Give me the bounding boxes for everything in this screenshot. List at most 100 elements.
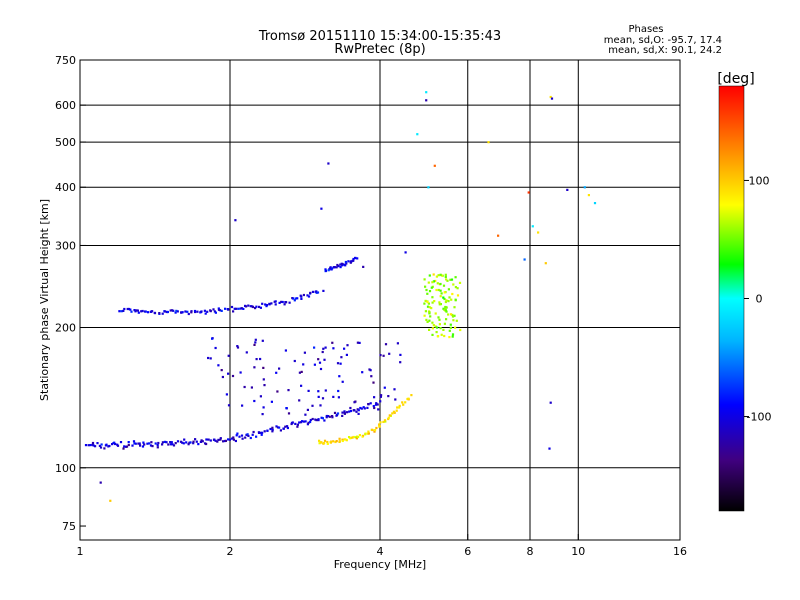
- echo-point: [343, 410, 346, 413]
- echo-point: [379, 421, 382, 424]
- y-tick-label: 500: [55, 136, 76, 149]
- echo-point: [278, 367, 281, 370]
- echo-point: [153, 312, 157, 315]
- echo-point: [353, 401, 356, 404]
- echo-point: [300, 295, 303, 298]
- echo-point: [253, 343, 256, 346]
- echo-point: [354, 257, 357, 260]
- echo-point: [304, 413, 307, 416]
- echo-point: [331, 415, 334, 418]
- echo-point: [227, 438, 230, 441]
- echo-point: [302, 293, 305, 297]
- echo-point: [227, 308, 230, 311]
- echo-point: [98, 444, 101, 447]
- echo-point: [315, 291, 318, 294]
- echo-point: [446, 279, 449, 282]
- y-tick-label: 600: [55, 99, 76, 112]
- echo-point: [213, 310, 216, 313]
- echo-point: [306, 408, 309, 411]
- echo-point: [324, 269, 328, 272]
- isolated-echo-point: [531, 225, 534, 228]
- echo-point: [391, 412, 394, 415]
- echo-point: [293, 359, 296, 363]
- echo-point: [445, 278, 448, 281]
- isolated-echo-point: [550, 97, 554, 100]
- echo-point: [410, 394, 413, 397]
- stats-heading: Phases: [628, 24, 663, 35]
- echo-point: [317, 418, 320, 421]
- echo-point: [435, 331, 438, 334]
- echo-point: [369, 369, 372, 372]
- echo-point: [360, 407, 363, 410]
- echo-point: [192, 442, 195, 445]
- echo-point: [341, 439, 344, 442]
- echo-point: [169, 443, 172, 446]
- echo-point: [127, 441, 130, 444]
- echo-point: [161, 441, 164, 444]
- echo-point: [161, 443, 164, 446]
- echo-point: [423, 278, 426, 281]
- echo-point: [250, 386, 253, 389]
- echo-point: [454, 298, 457, 301]
- echo-point: [324, 389, 327, 392]
- echo-point: [275, 371, 278, 374]
- echo-point: [304, 420, 307, 423]
- isolated-echo-point: [583, 186, 586, 189]
- echo-point: [317, 358, 320, 361]
- echo-point: [240, 434, 244, 437]
- echo-point: [150, 441, 153, 444]
- echo-point: [244, 436, 247, 439]
- echo-point: [431, 321, 434, 324]
- echo-point: [428, 311, 431, 314]
- echo-point: [399, 361, 402, 364]
- echo-point: [282, 427, 285, 430]
- echo-point: [192, 440, 195, 443]
- echo-point: [327, 269, 330, 272]
- echo-point: [118, 310, 121, 313]
- echo-point: [434, 279, 437, 283]
- echo-point: [437, 316, 440, 319]
- echo-point: [309, 420, 312, 424]
- echo-point: [217, 364, 220, 367]
- echo-point: [200, 439, 203, 442]
- echo-point: [451, 315, 455, 318]
- echo-point: [253, 399, 256, 403]
- echo-point: [164, 310, 167, 313]
- echo-point: [233, 307, 236, 310]
- isolated-echo-point: [566, 188, 569, 191]
- echo-point: [347, 260, 350, 263]
- echo-point: [296, 297, 299, 300]
- x-tick-label: 6: [464, 545, 471, 558]
- echo-point: [286, 426, 289, 430]
- echo-point: [227, 404, 231, 407]
- echo-point: [378, 423, 381, 426]
- echo-point: [452, 319, 455, 322]
- echo-point: [270, 400, 273, 403]
- echo-point: [105, 443, 108, 446]
- echo-point: [373, 430, 376, 433]
- echo-point: [356, 341, 359, 344]
- x-tick-label: 2: [227, 545, 234, 558]
- echo-point: [245, 351, 248, 354]
- echo-point: [331, 341, 334, 344]
- echo-point: [207, 438, 210, 441]
- echo-point: [167, 443, 170, 446]
- echo-point: [127, 307, 131, 311]
- echo-point: [134, 442, 137, 445]
- echo-point: [255, 358, 258, 361]
- echo-point: [205, 442, 208, 446]
- echo-point: [317, 395, 320, 398]
- echo-point: [384, 420, 387, 423]
- echo-point: [375, 426, 378, 430]
- echo-point: [96, 442, 99, 445]
- echo-point: [424, 285, 427, 288]
- echo-point: [453, 306, 456, 309]
- echo-point: [212, 308, 215, 311]
- echo-point: [323, 419, 326, 422]
- echo-point: [373, 406, 376, 410]
- echo-point: [373, 396, 376, 399]
- echo-point: [243, 385, 246, 389]
- echo-point: [183, 438, 186, 441]
- echo-point: [108, 444, 111, 448]
- echo-point: [247, 434, 250, 437]
